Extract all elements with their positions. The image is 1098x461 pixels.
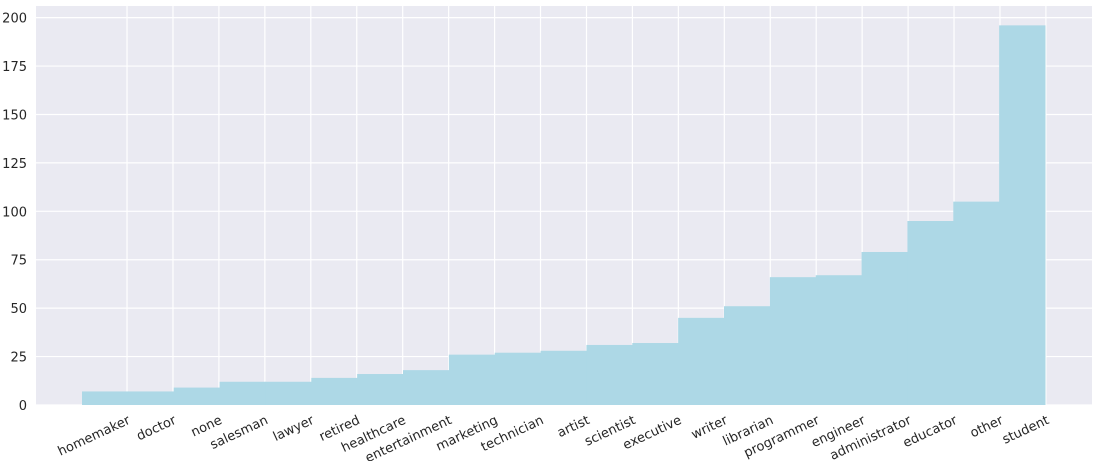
x-tick-label: lawyer xyxy=(271,413,317,445)
bar-administrator xyxy=(861,251,908,405)
bar-retired xyxy=(311,377,358,405)
y-tick-label: 50 xyxy=(10,302,27,317)
bar-artist xyxy=(540,350,587,405)
y-tick-label: 25 xyxy=(10,351,27,366)
y-tick-label: 0 xyxy=(19,399,27,414)
bar-homemaker xyxy=(82,391,129,405)
bar-educator xyxy=(907,220,954,405)
y-tick-label: 200 xyxy=(2,12,27,27)
bar-none xyxy=(173,387,221,405)
bar-writer xyxy=(678,317,725,405)
grid-lines xyxy=(36,6,1092,406)
bar-marketing xyxy=(448,354,496,405)
bar-doctor xyxy=(127,391,175,405)
bar-engineer xyxy=(815,275,863,405)
bar-technician xyxy=(494,352,542,405)
x-tick-label: homemaker xyxy=(56,413,134,460)
bar-entertainment xyxy=(403,370,450,405)
y-tick-label: 75 xyxy=(10,254,27,269)
y-axis-ticks: 0 25 50 75 100 125 150 175 200 xyxy=(2,12,27,414)
bar-student xyxy=(999,25,1046,406)
x-tick-label: doctor xyxy=(134,413,179,445)
bar-healthcare xyxy=(357,374,404,405)
bar-lawyer xyxy=(265,381,312,405)
bar-salesman xyxy=(219,381,266,405)
bar-librarian xyxy=(724,306,771,405)
bar-other xyxy=(953,201,1000,405)
bar-scientist xyxy=(586,344,633,405)
y-tick-label: 150 xyxy=(2,108,27,123)
y-tick-label: 125 xyxy=(2,157,27,172)
bars xyxy=(82,25,1046,406)
x-tick-label: student xyxy=(1000,413,1051,448)
y-tick-label: 175 xyxy=(2,60,27,75)
y-tick-label: 100 xyxy=(2,205,27,220)
bar-programmer xyxy=(769,277,817,405)
bar-executive xyxy=(632,343,679,405)
